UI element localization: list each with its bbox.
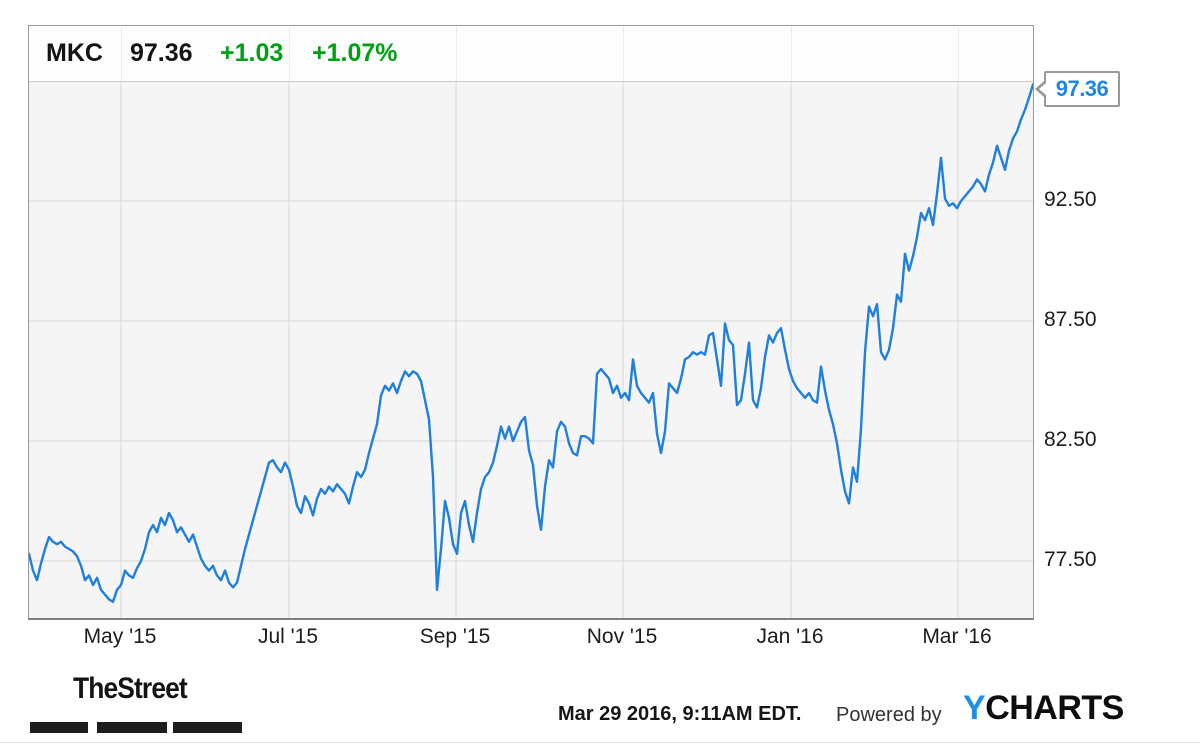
price-change: +1.03 — [220, 39, 284, 67]
thestreet-logo-bar — [97, 722, 167, 733]
last-price: 97.36 — [130, 39, 193, 67]
thestreet-logo-bar — [173, 722, 242, 733]
price-change-percent: +1.07% — [312, 39, 398, 67]
x-axis-label: Jul '15 — [257, 625, 319, 648]
v-gridline-header — [958, 26, 959, 81]
bottom-divider — [0, 742, 1200, 743]
x-axis-label: Sep '15 — [419, 625, 491, 648]
v-gridline-header — [121, 26, 122, 81]
y-axis-label: 77.50 — [1044, 548, 1097, 571]
powered-by-label: Powered by — [836, 704, 942, 726]
callout-price: 97.36 — [1055, 76, 1109, 101]
plot-area — [29, 81, 1033, 618]
price-line-chart — [29, 81, 1033, 618]
ticker-symbol: MKC — [46, 39, 103, 67]
x-axis-label: Mar '16 — [922, 625, 992, 648]
thestreet-logo: TheStreet — [73, 672, 188, 705]
callout-pointer-icon-fill — [1039, 83, 1046, 95]
x-axis-label: Jan '16 — [756, 625, 824, 648]
v-gridline-header — [289, 26, 290, 81]
ycharts-logo-charts: CHARTS — [985, 689, 1124, 727]
x-axis-label: Nov '15 — [586, 625, 658, 648]
thestreet-logo-bar — [30, 722, 88, 733]
y-axis-label: 92.50 — [1044, 188, 1097, 211]
price-line — [29, 83, 1033, 603]
v-gridline-header — [791, 26, 792, 81]
quote-header: MKC 97.36 +1.03 +1.07% — [29, 26, 1033, 82]
last-price-callout: 97.36 — [1035, 71, 1120, 107]
y-axis-label: 82.50 — [1044, 428, 1097, 451]
chart-frame: MKC 97.36 +1.03 +1.07% — [28, 25, 1034, 620]
ycharts-logo-y: Y — [963, 689, 986, 727]
chart-timestamp: Mar 29 2016, 9:11AM EDT. — [558, 703, 802, 725]
v-gridline-header — [623, 26, 624, 81]
ycharts-logo: YCHARTS — [963, 689, 1124, 728]
y-axis-label: 87.50 — [1044, 308, 1097, 331]
x-axis-label: May '15 — [83, 625, 157, 648]
v-gridline-header — [456, 26, 457, 81]
